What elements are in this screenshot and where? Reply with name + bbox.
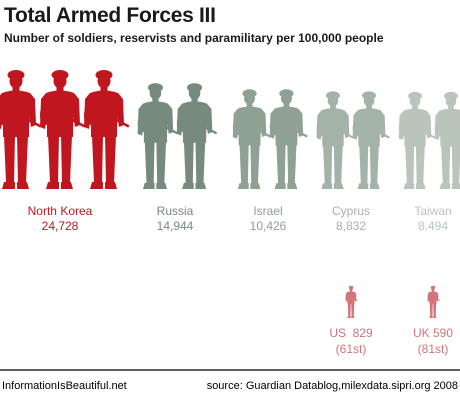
pictogram-israel: [232, 89, 308, 189]
pictogram-us: [345, 285, 358, 318]
country-label-taiwan: Taiwan: [414, 204, 451, 218]
soldier-icon: [269, 89, 308, 189]
value-label-north-korea: 24,728: [42, 219, 79, 233]
soldier-icon: [40, 70, 86, 189]
soldier-icon: [427, 285, 440, 318]
value-label-israel: 10,426: [250, 219, 287, 233]
soldier-icon: [316, 91, 354, 189]
soldier-icon: [232, 89, 271, 189]
comparison-rank-us: (61st): [336, 342, 367, 356]
country-label-russia: Russia: [157, 204, 194, 218]
chart-title: Total Armed Forces III: [4, 4, 216, 27]
soldier-icon: [352, 91, 390, 189]
soldier-icon: [176, 83, 218, 189]
comparison-label-uk: UK 590: [413, 326, 453, 340]
pictogram-cyprus: [316, 91, 390, 189]
soldier-icon: [84, 70, 130, 189]
pictogram-russia: [137, 83, 218, 189]
chart-subtitle: Number of soldiers, reservists and param…: [4, 31, 384, 45]
soldier-icon: [345, 285, 358, 318]
pictogram-north-korea: [0, 70, 130, 189]
soldier-icon: [398, 91, 436, 189]
pictogram-taiwan: [398, 91, 460, 190]
pictogram-uk: [427, 285, 440, 318]
brand-credit[interactable]: InformationIsBeautiful.net: [2, 380, 127, 392]
value-label-cyprus: 8,832: [336, 219, 366, 233]
soldier-icon: [137, 83, 179, 189]
value-label-taiwan: 8.494: [418, 219, 448, 233]
country-label-cyprus: Cyprus: [332, 204, 370, 218]
value-label-russia: 14,944: [157, 219, 194, 233]
source-note: source: Guardian Datablog,milexdata.sipr…: [206, 380, 458, 392]
soldier-icon: [0, 70, 42, 189]
comparison-label-us: US 829: [329, 326, 373, 340]
comparison-rank-uk: (81st): [418, 342, 449, 356]
country-label-israel: Israel: [253, 204, 282, 218]
country-label-north-korea: North Korea: [28, 204, 93, 218]
soldier-icon: [434, 91, 460, 190]
